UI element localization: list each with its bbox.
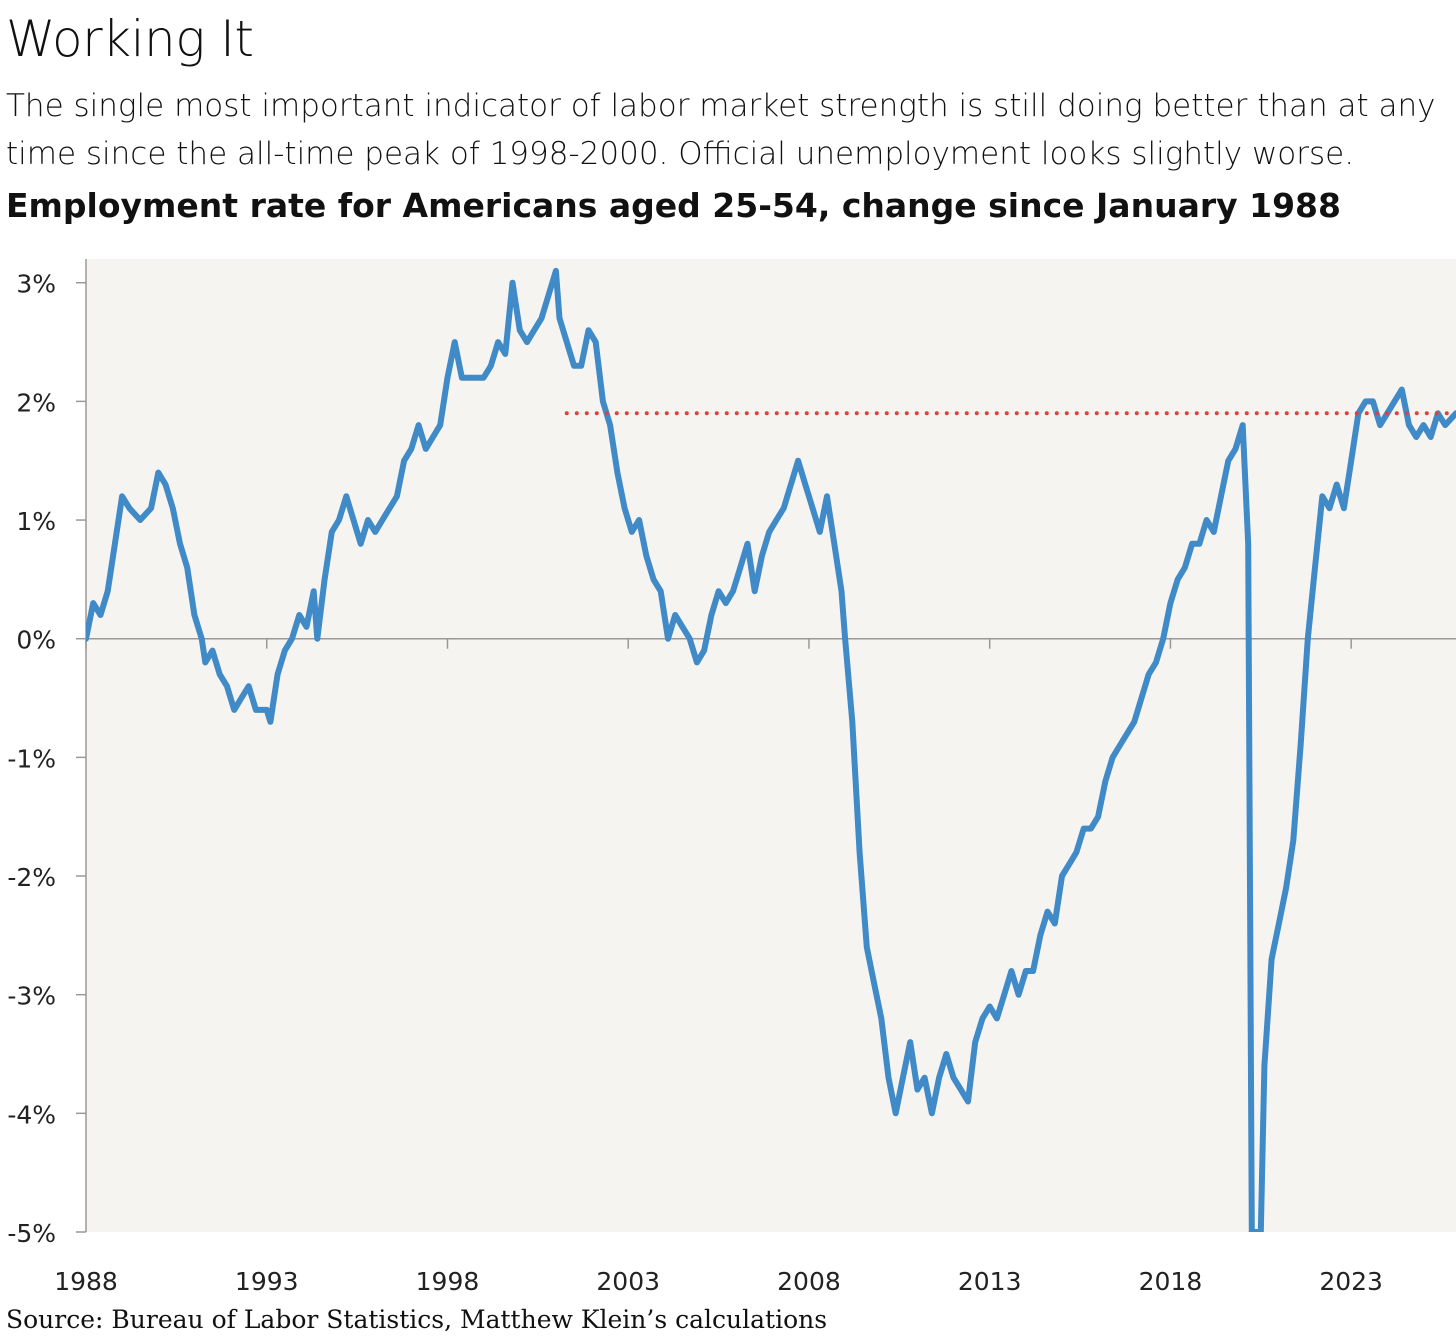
y-tick-label: -2% xyxy=(7,863,56,892)
y-tick-label: -4% xyxy=(7,1100,56,1129)
y-tick-label: -5% xyxy=(7,1219,56,1248)
y-tick-label: 2% xyxy=(16,388,56,417)
page-title: Working It xyxy=(6,10,254,68)
chart-heading: Employment rate for Americans aged 25-54… xyxy=(6,186,1341,225)
page-subtitle: The single most important indicator of l… xyxy=(6,88,1436,172)
y-tick-label: 0% xyxy=(16,626,56,655)
source-note: Source: Bureau of Labor Statistics, Matt… xyxy=(6,1305,828,1334)
y-tick-label: -1% xyxy=(7,744,56,773)
chart-container: 3% 2% 1% 0% -1% -2% -3% -4% -5% 1988 1993 1998 2003 2… xyxy=(0,250,1456,1300)
x-tick-label: 2018 xyxy=(1139,1267,1203,1296)
x-tick-label: 2003 xyxy=(596,1267,660,1296)
y-tick-label: 1% xyxy=(16,507,56,536)
series-line xyxy=(86,267,1456,1232)
x-tick-label: 1998 xyxy=(416,1267,480,1296)
y-tick-label: 3% xyxy=(16,270,56,299)
line-chart: 3% 2% 1% 0% -1% -2% -3% -4% -5% 1988 1993 1998 2003 2… xyxy=(7,259,1456,1296)
plot-background xyxy=(86,259,1456,1232)
x-tick-label: 2008 xyxy=(777,1267,841,1296)
x-tick-label: 1993 xyxy=(235,1267,299,1296)
x-tick-label: 1988 xyxy=(54,1267,118,1296)
x-tick-label: 2013 xyxy=(958,1267,1022,1296)
x-tick-label: 2023 xyxy=(1319,1267,1383,1296)
y-tick-label: -3% xyxy=(7,982,56,1011)
